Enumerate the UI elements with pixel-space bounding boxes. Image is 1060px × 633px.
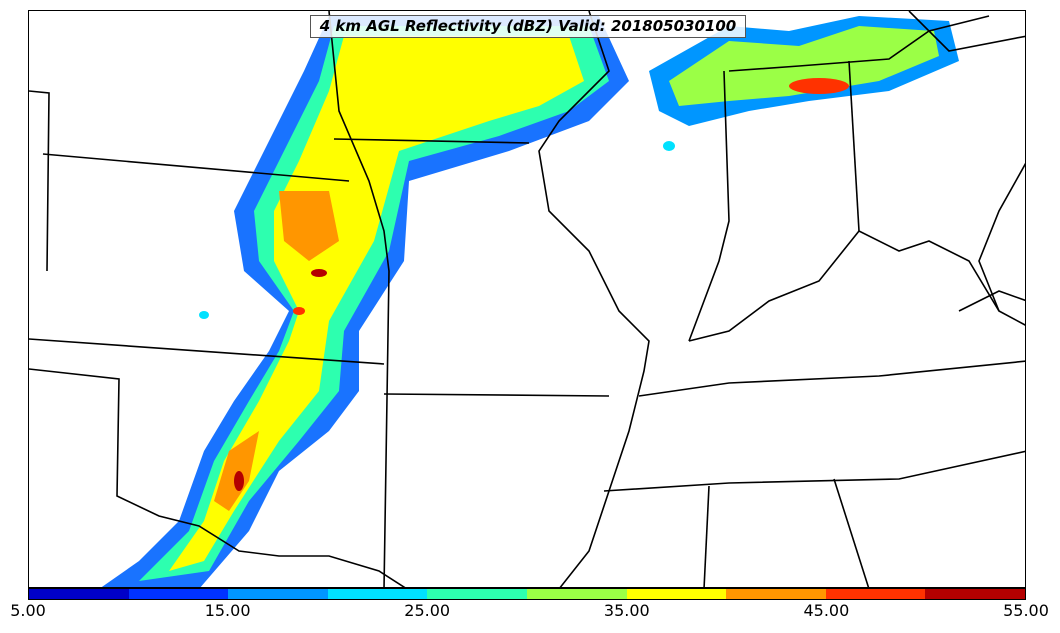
boundary-ky-tn <box>638 360 1025 397</box>
boundary-ks-ok <box>29 338 385 365</box>
colorbar-segment <box>228 589 328 599</box>
map-panel <box>28 10 1026 588</box>
boundary-mo-ar <box>383 393 610 397</box>
boundary-east <box>978 162 1025 312</box>
state-boundaries <box>29 11 1025 587</box>
reflectivity-field <box>101 16 959 587</box>
echo-band-inner <box>169 36 584 571</box>
boundary-mo-west <box>328 11 390 587</box>
boundary-ia-mo <box>333 138 530 144</box>
colorbar-segment <box>128 589 229 599</box>
echo-core-c <box>311 269 327 277</box>
colorbar-segment <box>825 589 926 599</box>
colorbar-tick-label: 55.00 <box>1003 601 1049 620</box>
reflectivity-colorbar <box>28 588 1026 600</box>
colorbar-segment <box>427 589 527 599</box>
boundary-il-in <box>688 70 730 342</box>
colorbar-tick-label: 25.00 <box>404 601 451 620</box>
echo-core-b <box>214 431 259 511</box>
boundary-wv-va <box>958 290 1025 312</box>
echo-core-e <box>293 307 305 315</box>
colorbar-segment <box>626 589 727 599</box>
colorbar-segment <box>925 589 1025 599</box>
boundary-ne-ks <box>42 153 350 182</box>
map-title: 4 km AGL Reflectivity (dBZ) Valid: 20180… <box>310 15 746 38</box>
boundary-ok-tx <box>29 368 406 587</box>
colorbar-tick-label: 45.00 <box>803 601 850 620</box>
colorbar-segment <box>327 589 428 599</box>
echo-cell-small-b <box>663 141 675 151</box>
colorbar-segment <box>29 589 129 599</box>
boundary-ohio-river <box>688 229 1025 342</box>
colorbar-segment <box>726 589 826 599</box>
echo-cluster-ne-core <box>789 78 849 94</box>
colorbar-tick-label: 35.00 <box>603 601 650 620</box>
echo-cell-small-a <box>199 311 209 319</box>
boundary-ms-al <box>703 485 710 587</box>
boundary-west-edge <box>29 90 50 272</box>
colorbar-tick-label: 5.00 <box>10 601 46 620</box>
echo-core-a <box>279 191 339 261</box>
colorbar-segment <box>526 589 627 599</box>
echo-core-d <box>234 471 244 491</box>
boundary-in-oh <box>848 60 860 232</box>
boundary-great-lakes <box>728 15 990 72</box>
colorbar-tick-label: 15.00 <box>204 601 251 620</box>
reflectivity-map <box>29 11 1025 587</box>
boundary-mi <box>908 11 1025 52</box>
boundary-tn-ms <box>603 450 1025 492</box>
boundary-al-ga <box>833 478 870 587</box>
